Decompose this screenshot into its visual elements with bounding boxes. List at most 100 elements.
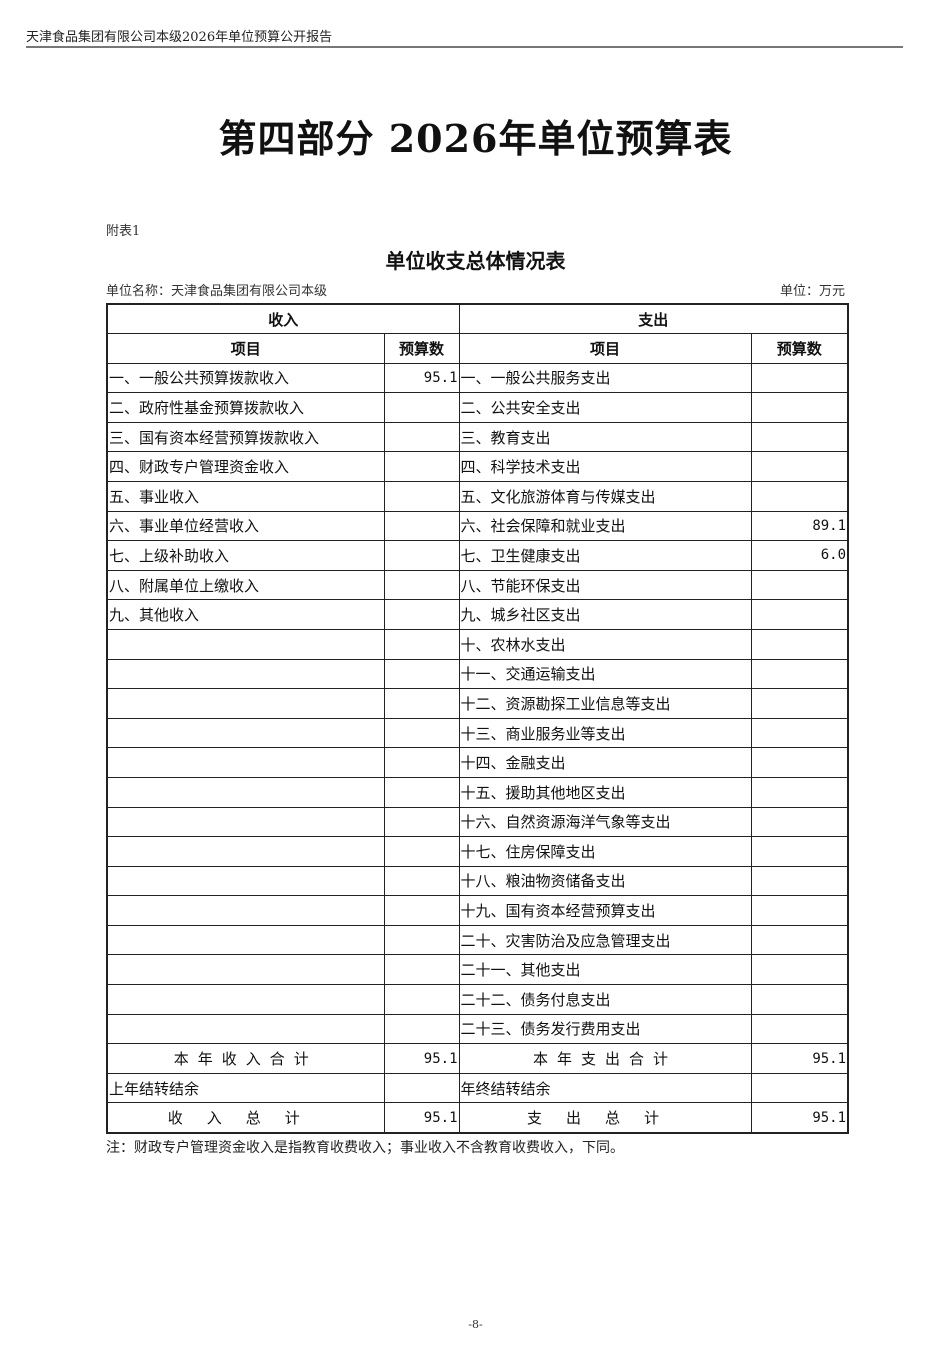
income-value (383, 688, 460, 719)
expense-item-header: 项目 (458, 333, 752, 364)
income-item: 五、事业收入 (106, 480, 385, 512)
expense-item: 二、公共安全支出 (458, 392, 752, 423)
income-value: 95.1 (383, 362, 460, 394)
table-row: 九、其他收入 九、城乡社区支出 (106, 599, 849, 630)
expense-value (750, 924, 849, 956)
year-expense-value: 95.1 (750, 1043, 849, 1074)
carryover-in-label: 上年结转结余 (106, 1072, 385, 1104)
table-row: 十九、国有资本经营预算支出 (106, 895, 849, 926)
expense-value (750, 392, 849, 423)
year-income-label: 本年收入合计 (106, 1043, 385, 1074)
expense-value (750, 421, 849, 453)
income-value (383, 717, 460, 749)
income-item (106, 747, 385, 778)
table-row: 十八、粮油物资储备支出 (106, 865, 849, 897)
table-row: 十、农林水支出 (106, 628, 849, 660)
income-value (383, 599, 460, 630)
table-row: 十四、金融支出 (106, 747, 849, 778)
income-item: 七、上级补助收入 (106, 540, 385, 571)
income-item (106, 806, 385, 838)
income-value (383, 836, 460, 867)
table-row: 十七、住房保障支出 (106, 836, 849, 867)
income-value (383, 658, 460, 690)
table-row: 十五、援助其他地区支出 (106, 776, 849, 808)
income-value (383, 628, 460, 660)
income-header: 收入 (106, 303, 460, 334)
expense-value: 6.0 (750, 540, 849, 571)
income-item-header: 项目 (106, 333, 385, 364)
income-value (383, 1013, 460, 1045)
table-row: 十三、商业服务业等支出 (106, 717, 849, 749)
total-expense-value: 95.1 (750, 1102, 849, 1134)
total-income-value: 95.1 (383, 1102, 460, 1134)
income-value (383, 569, 460, 601)
income-item (106, 954, 385, 986)
carryover-row: 上年结转结余 年终结转结余 (106, 1072, 849, 1104)
table-row: 二、政府性基金预算拨款收入 二、公共安全支出 (106, 392, 849, 423)
expense-value: 89.1 (750, 510, 849, 542)
expense-value (750, 480, 849, 512)
table-section-header: 收入 支出 (106, 303, 849, 334)
expense-item: 十五、援助其他地区支出 (458, 776, 752, 808)
expense-item: 二十一、其他支出 (458, 954, 752, 986)
carryover-in-value (383, 1072, 460, 1104)
expense-value (750, 865, 849, 897)
income-value (383, 924, 460, 956)
year-expense-label: 本年支出合计 (458, 1043, 752, 1074)
income-value (383, 895, 460, 926)
expense-value (750, 747, 849, 778)
table-title: 单位收支总体情况表 (385, 249, 566, 273)
expense-item: 二十三、债务发行费用支出 (458, 1013, 752, 1045)
income-value (383, 480, 460, 512)
expense-value (750, 362, 849, 394)
budget-table: 收入 支出 项目 预算数 项目 预算数 一、一般公共预算拨款收入 95.1 一、一般… (106, 303, 850, 1135)
income-value (383, 776, 460, 808)
income-item (106, 1013, 385, 1045)
expense-item: 十、农林水支出 (458, 628, 752, 660)
expense-item: 七、卫生健康支出 (458, 540, 752, 571)
income-item (106, 717, 385, 749)
income-value (383, 747, 460, 778)
expense-item: 十七、住房保障支出 (458, 836, 752, 867)
expense-value (750, 658, 849, 690)
footnote: 注：财政专户管理资金收入是指教育收费收入；事业收入不含教育收费收入，下同。 (106, 1140, 624, 1156)
expense-value (750, 569, 849, 601)
expense-value (750, 836, 849, 867)
income-item: 三、国有资本经营预算拨款收入 (106, 421, 385, 453)
table-row: 二十三、债务发行费用支出 (106, 1013, 849, 1045)
year-income-value: 95.1 (383, 1043, 460, 1074)
table-row: 二十一、其他支出 (106, 954, 849, 986)
expense-item: 十二、资源勘探工业信息等支出 (458, 688, 752, 719)
expense-item: 十一、交通运输支出 (458, 658, 752, 690)
expense-value (750, 628, 849, 660)
expense-item: 十三、商业服务业等支出 (458, 717, 752, 749)
income-item (106, 776, 385, 808)
income-value (383, 421, 460, 453)
carryover-out-label: 年终结转结余 (458, 1072, 752, 1104)
table-row: 五、事业收入 五、文化旅游体育与传媒支出 (106, 480, 849, 512)
expense-value (750, 806, 849, 838)
expense-item: 九、城乡社区支出 (458, 599, 752, 630)
income-value (383, 510, 460, 542)
income-item (106, 924, 385, 956)
income-value (383, 865, 460, 897)
expense-item: 八、节能环保支出 (458, 569, 752, 601)
expense-item: 五、文化旅游体育与传媒支出 (458, 480, 752, 512)
expense-item: 二十二、债务付息支出 (458, 984, 752, 1015)
expense-item: 六、社会保障和就业支出 (458, 510, 752, 542)
carryover-out-value (750, 1072, 849, 1104)
expense-item: 十六、自然资源海洋气象等支出 (458, 806, 752, 838)
income-item: 九、其他收入 (106, 599, 385, 630)
income-item: 八、附属单位上缴收入 (106, 569, 385, 601)
expense-item: 三、教育支出 (458, 421, 752, 453)
unit-label: 单位：万元 (779, 284, 845, 299)
income-item: 四、财政专户管理资金收入 (106, 451, 385, 482)
expense-item: 十四、金融支出 (458, 747, 752, 778)
table-row: 十一、交通运输支出 (106, 658, 849, 690)
expense-header: 支出 (458, 303, 849, 334)
income-item: 二、政府性基金预算拨款收入 (106, 392, 385, 423)
expense-item: 四、科学技术支出 (458, 451, 752, 482)
income-value (383, 806, 460, 838)
income-item: 六、事业单位经营收入 (106, 510, 385, 542)
income-item (106, 688, 385, 719)
